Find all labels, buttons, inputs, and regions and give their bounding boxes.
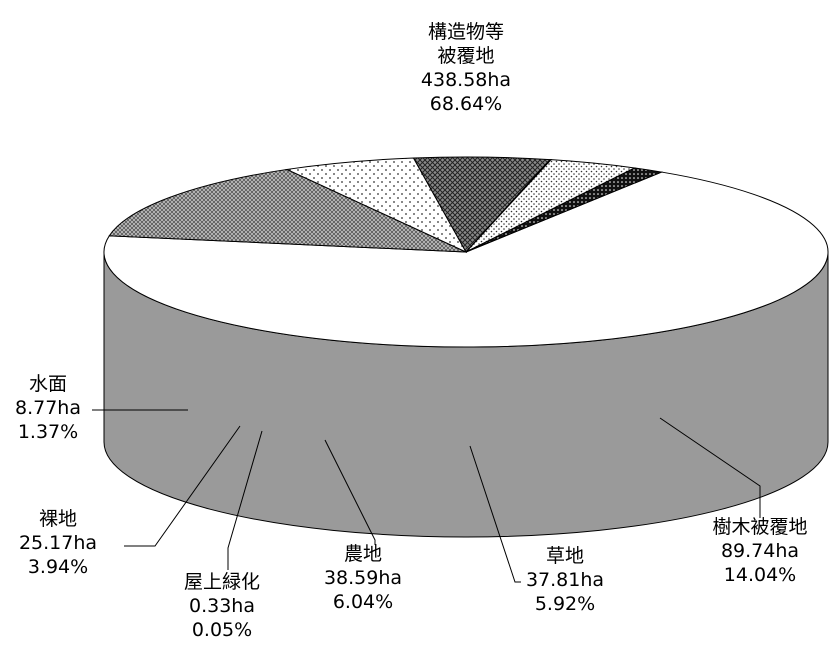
slice-label-1-area: 89.74ha (721, 540, 799, 562)
slice-label-5-name: 裸地 (39, 508, 77, 530)
slice-label-1-name: 樹木被覆地 (712, 516, 807, 538)
slice-label-3-name: 農地 (344, 543, 382, 565)
slice-label-5-percent: 3.94% (28, 556, 88, 578)
slice-label-5-area: 25.17ha (19, 532, 97, 554)
slice-label-0-name: 構造物等 (428, 21, 504, 43)
pie-slice-6 (465, 167, 664, 253)
pie-slice-1 (108, 168, 467, 253)
pie-slice-0 (103, 171, 829, 348)
slice-label-6-name: 水面 (29, 373, 67, 395)
slice-label-3-percent: 6.04% (333, 591, 393, 613)
slice-label-4-percent: 0.05% (192, 619, 252, 641)
slice-label-0-area: 438.58ha (421, 69, 511, 91)
slice-label-4-area: 0.33ha (189, 595, 255, 617)
leader-line-3 (324, 439, 376, 545)
slice-label-0-name: 被覆地 (437, 45, 494, 67)
pie-slice-2 (285, 157, 468, 254)
slice-label-4-name: 屋上緑化 (184, 571, 260, 593)
slice-label-6-percent: 1.37% (18, 421, 78, 443)
slice-label-0-percent: 68.64% (430, 93, 502, 115)
leader-line-2 (469, 445, 521, 583)
leader-line-1 (659, 417, 761, 518)
slice-label-6-area: 8.77ha (15, 397, 81, 419)
slice-label-2-area: 37.81ha (526, 569, 604, 591)
slice-label-2-percent: 5.92% (535, 593, 595, 615)
slice-label-2-name: 草地 (546, 545, 584, 567)
pie-top-slices (103, 156, 829, 348)
pie-slice-3 (412, 156, 552, 253)
slice-label-3-area: 38.59ha (324, 567, 402, 589)
leader-line-5 (124, 425, 241, 547)
leader-line-4 (227, 430, 263, 570)
slice-label-1-percent: 14.04% (724, 564, 796, 586)
leader-lines (92, 409, 761, 583)
